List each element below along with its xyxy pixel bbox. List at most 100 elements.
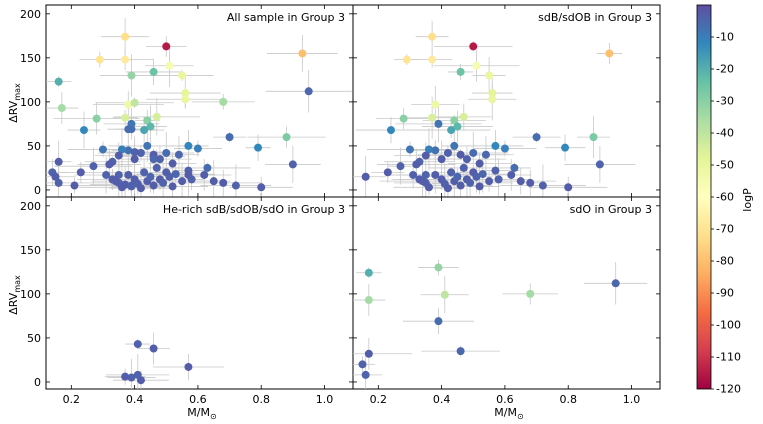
data-point (462, 155, 471, 164)
x-axis-label-main: M/M (187, 406, 210, 419)
data-point (127, 373, 136, 382)
data-point (453, 172, 462, 181)
data-point (95, 55, 104, 64)
data-point (456, 347, 465, 356)
colorbar-tick-label: -10 (716, 31, 734, 44)
data-point (510, 163, 519, 172)
x-tick-label: 0.8 (252, 393, 270, 406)
data-point (450, 116, 459, 125)
data-point (54, 77, 63, 86)
data-point (184, 170, 193, 179)
data-point (282, 133, 291, 142)
data-point (124, 170, 133, 179)
data-point (102, 170, 111, 179)
panel-title: sdO in Group 3 (570, 203, 652, 216)
x-tick-label: 0.2 (370, 393, 388, 406)
data-point (184, 362, 193, 371)
data-point (428, 55, 437, 64)
data-point (424, 183, 433, 192)
data-point (447, 168, 456, 177)
y-tick-label: 200 (20, 8, 41, 21)
data-point (92, 114, 101, 123)
data-point (491, 141, 500, 150)
y-axis-label-sub: max (13, 275, 22, 293)
data-point (494, 175, 503, 184)
data-point (174, 150, 183, 159)
y-tick-label: 200 (20, 200, 41, 213)
data-point (152, 112, 161, 121)
data-point (127, 181, 136, 190)
data-point (402, 55, 411, 64)
data-point (124, 100, 133, 109)
data-point (488, 89, 497, 98)
data-point (361, 370, 370, 379)
data-point (111, 177, 120, 186)
x-axis-label-sub: ⊙ (210, 412, 217, 421)
data-point (133, 370, 142, 379)
data-point (162, 42, 171, 51)
panel-sdo: 0.2 0.4 0.6 0.8 1.0 sdO in Group 3 (352, 196, 661, 406)
data-point (469, 148, 478, 157)
y-axis-label-sub: max (13, 83, 22, 101)
x-tick-label: 1.0 (316, 393, 334, 406)
colorbar-tick-label: -100 (716, 319, 741, 332)
data-point (418, 177, 427, 186)
data-point (443, 148, 452, 157)
data-point (121, 113, 130, 122)
y-axis-label-top: ΔRVmax (7, 83, 22, 123)
data-point (428, 32, 437, 41)
data-point (231, 181, 240, 190)
y-tick-label: 150 (20, 244, 41, 257)
colorbar-tick-label: -30 (716, 95, 734, 108)
panel-frame (45, 196, 354, 390)
data-point (358, 360, 367, 369)
data-point (149, 67, 158, 76)
colorbar-tick-label: -70 (716, 223, 734, 236)
data-point (149, 155, 158, 164)
data-point (140, 168, 149, 177)
data-point (428, 113, 437, 122)
data-point (184, 141, 193, 150)
data-point (589, 133, 598, 142)
data-point (469, 42, 478, 51)
panel-frame (352, 196, 661, 390)
y-axis-label-main: ΔRV (7, 100, 20, 123)
data-point (434, 119, 443, 128)
colorbar-tick-label: -120 (716, 383, 741, 396)
y-tick-label: 50 (27, 332, 41, 345)
data-point (178, 177, 187, 186)
data-point (254, 143, 263, 152)
colorbar-tick-label: -110 (716, 351, 741, 364)
colorbar-tick-label: -60 (716, 191, 734, 204)
data-points (353, 20, 636, 197)
data-point (488, 95, 497, 104)
panel-all-sample: 0 50 100 150 200 All sample in Group 3 (20, 4, 354, 198)
data-point (149, 181, 158, 190)
data-point (434, 317, 443, 326)
data-point (57, 104, 66, 113)
data-point (136, 184, 145, 193)
data-point (219, 178, 228, 187)
colorbar-tick-label: -50 (716, 159, 734, 172)
data-point (456, 181, 465, 190)
data-point (431, 146, 440, 155)
data-point (396, 162, 405, 171)
panel-sdb-sdob: sdB/sdOB in Group 3 (352, 4, 661, 198)
panel-title: He-rich sdB/sdOB/sdO in Group 3 (163, 203, 345, 216)
data-point (76, 168, 85, 177)
colorbar: -10-20-30-40-50-60-70-80-90-100-110-120 … (696, 4, 754, 396)
data-point (450, 141, 459, 150)
data-point (421, 151, 430, 160)
data-point (219, 97, 228, 106)
data-point (121, 32, 130, 41)
data-point (507, 170, 516, 179)
data-point (538, 181, 547, 190)
data-point (124, 146, 133, 155)
colorbar-tick-label: -90 (716, 287, 734, 300)
data-point (140, 126, 149, 135)
data-point (466, 178, 475, 187)
data-point (168, 182, 177, 191)
y-tick-label: 0 (34, 184, 41, 197)
x-axis-label-right: M/M⊙ (494, 406, 523, 421)
y-axis-label-main: ΔRV (7, 292, 20, 315)
